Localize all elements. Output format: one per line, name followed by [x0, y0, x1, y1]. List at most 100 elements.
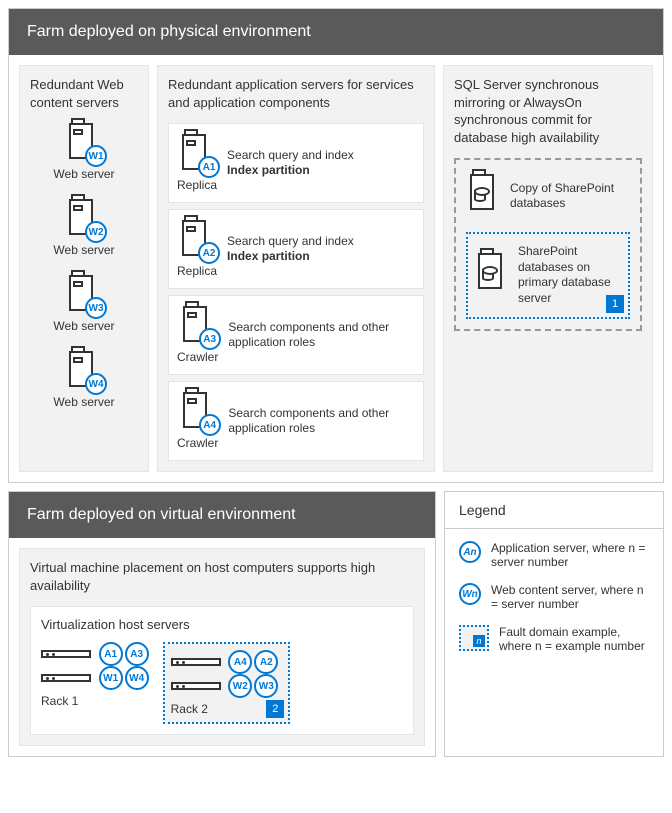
host-box: Virtualization host servers A1A3 W1W4 — [30, 606, 414, 735]
legend-web-text: Web content server, where n = server num… — [491, 583, 649, 611]
vm-badge-icon: A1 — [99, 642, 123, 666]
legend-title: Legend — [445, 492, 663, 529]
sql-fault-domain: SharePoint databases on primary database… — [466, 232, 630, 318]
server-icon: A3 — [183, 306, 213, 346]
app-line2: Index partition — [227, 249, 354, 265]
app-server-icon-wrap: A3 Crawler — [177, 306, 218, 364]
web-server-label: Web server — [30, 395, 138, 409]
legend-fault-row: n Fault domain example, where n = exampl… — [459, 625, 649, 653]
legend-fault-text: Fault domain example, where n = example … — [499, 625, 649, 653]
app-server-icon-wrap: A2 Replica — [177, 220, 217, 278]
server-badge-icon: W2 — [85, 221, 107, 243]
legend-app-row: An Application server, where n = server … — [459, 541, 649, 569]
legend-app-text: Application server, where n = server num… — [491, 541, 649, 569]
virtual-panel: Virtual machine placement on host comput… — [19, 548, 425, 746]
app-col-title: Redundant application servers for servic… — [168, 76, 424, 111]
app-line1: Search components and other application … — [228, 320, 415, 351]
vm-badge-icon: A2 — [254, 650, 278, 674]
vm-badge-icon: A3 — [125, 642, 149, 666]
web-server-item: W2 Web server — [30, 199, 138, 257]
fault-domain-icon: n — [459, 625, 489, 651]
app-line2: Index partition — [227, 163, 354, 179]
legend: Legend An Application server, where n = … — [444, 491, 664, 757]
app-desc: Search query and index Index partition — [227, 148, 354, 179]
app-server-card: A1 Replica Search query and index Index … — [168, 123, 424, 203]
web-badge-icon: Wn — [459, 583, 481, 605]
app-server-card: A3 Crawler Search components and other a… — [168, 295, 424, 375]
app-line1: Search query and index — [227, 234, 354, 250]
rack2-label: Rack 2 — [171, 702, 279, 716]
app-column: Redundant application servers for servic… — [157, 65, 435, 472]
rack1-label: Rack 1 — [41, 694, 149, 708]
database-server-icon — [478, 253, 508, 293]
virtual-subtitle: Virtual machine placement on host comput… — [30, 559, 414, 594]
legend-web-row: Wn Web content server, where n = server … — [459, 583, 649, 611]
web-col-title: Redundant Web content servers — [30, 76, 138, 111]
server-badge-icon: A1 — [198, 156, 220, 178]
app-role-label: Replica — [177, 264, 217, 278]
virtual-body: Virtual machine placement on host comput… — [9, 538, 435, 756]
app-badge-icon: An — [459, 541, 481, 563]
server-icon: A4 — [183, 392, 213, 432]
database-server-icon — [470, 174, 500, 214]
sql-primary-row: SharePoint databases on primary database… — [474, 240, 622, 310]
sql-col-title: SQL Server synchronous mirroring or Alwa… — [454, 76, 642, 146]
physical-title: Farm deployed on physical environment — [9, 9, 663, 55]
physical-section: Farm deployed on physical environment Re… — [8, 8, 664, 483]
app-role-label: Crawler — [177, 436, 218, 450]
server-badge-icon: A2 — [198, 242, 220, 264]
vm-badge-icon: W1 — [99, 666, 123, 690]
server-icon: W4 — [69, 351, 99, 391]
virtual-section: Farm deployed on virtual environment Vir… — [8, 491, 436, 757]
fault-tag: 1 — [606, 295, 624, 313]
app-server-icon-wrap: A4 Crawler — [177, 392, 218, 450]
server-icon: W2 — [69, 199, 99, 239]
app-desc: Search query and index Index partition — [227, 234, 354, 265]
rack-server-icon — [171, 682, 221, 690]
app-desc: Search components and other application … — [228, 320, 415, 351]
rack-server-icon — [41, 650, 91, 658]
rack2: A4A2 W2W3 Rack 2 — [171, 650, 279, 716]
rack1: A1A3 W1W4 Rack 1 — [41, 642, 149, 708]
sql-column: SQL Server synchronous mirroring or Alwa… — [443, 65, 653, 472]
host-title: Virtualization host servers — [41, 617, 403, 632]
rack2-fault-domain: A4A2 W2W3 Rack 2 2 — [163, 642, 291, 724]
web-server-label: Web server — [30, 243, 138, 257]
server-icon: W1 — [69, 123, 99, 163]
sql-copy-label: Copy of SharePoint databases — [510, 181, 626, 212]
web-server-item: W3 Web server — [30, 275, 138, 333]
server-badge-icon: W4 — [85, 373, 107, 395]
rack-server-icon — [171, 658, 221, 666]
server-badge-icon: W1 — [85, 145, 107, 167]
app-line1: Search query and index — [227, 148, 354, 164]
sql-dashed-box: Copy of SharePoint databases SharePoint … — [454, 158, 642, 330]
server-icon: A2 — [182, 220, 212, 260]
server-badge-icon: W3 — [85, 297, 107, 319]
vm-badge-icon: W2 — [228, 674, 252, 698]
web-server-label: Web server — [30, 167, 138, 181]
server-icon: W3 — [69, 275, 99, 315]
server-badge-icon: A3 — [199, 328, 221, 350]
vm-badge-icon: W4 — [125, 666, 149, 690]
app-server-icon-wrap: A1 Replica — [177, 134, 217, 192]
app-server-card: A2 Replica Search query and index Index … — [168, 209, 424, 289]
legend-body: An Application server, where n = server … — [445, 529, 663, 665]
app-role-label: Replica — [177, 178, 217, 192]
app-role-label: Crawler — [177, 350, 218, 364]
app-server-card: A4 Crawler Search components and other a… — [168, 381, 424, 461]
app-desc: Search components and other application … — [228, 406, 415, 437]
physical-body: Redundant Web content servers W1 Web ser… — [9, 55, 663, 482]
app-line1: Search components and other application … — [228, 406, 415, 437]
web-server-item: W1 Web server — [30, 123, 138, 181]
racks-row: A1A3 W1W4 Rack 1 — [41, 642, 403, 724]
web-server-label: Web server — [30, 319, 138, 333]
sql-primary-label: SharePoint databases on primary database… — [518, 244, 618, 306]
server-badge-icon: A4 — [199, 414, 221, 436]
virtual-title: Farm deployed on virtual environment — [9, 492, 435, 538]
sql-copy-row: Copy of SharePoint databases — [466, 170, 630, 222]
web-server-item: W4 Web server — [30, 351, 138, 409]
vm-badge-icon: A4 — [228, 650, 252, 674]
vm-badge-icon: W3 — [254, 674, 278, 698]
rack-server-icon — [41, 674, 91, 682]
bottom-row: Farm deployed on virtual environment Vir… — [8, 491, 664, 757]
